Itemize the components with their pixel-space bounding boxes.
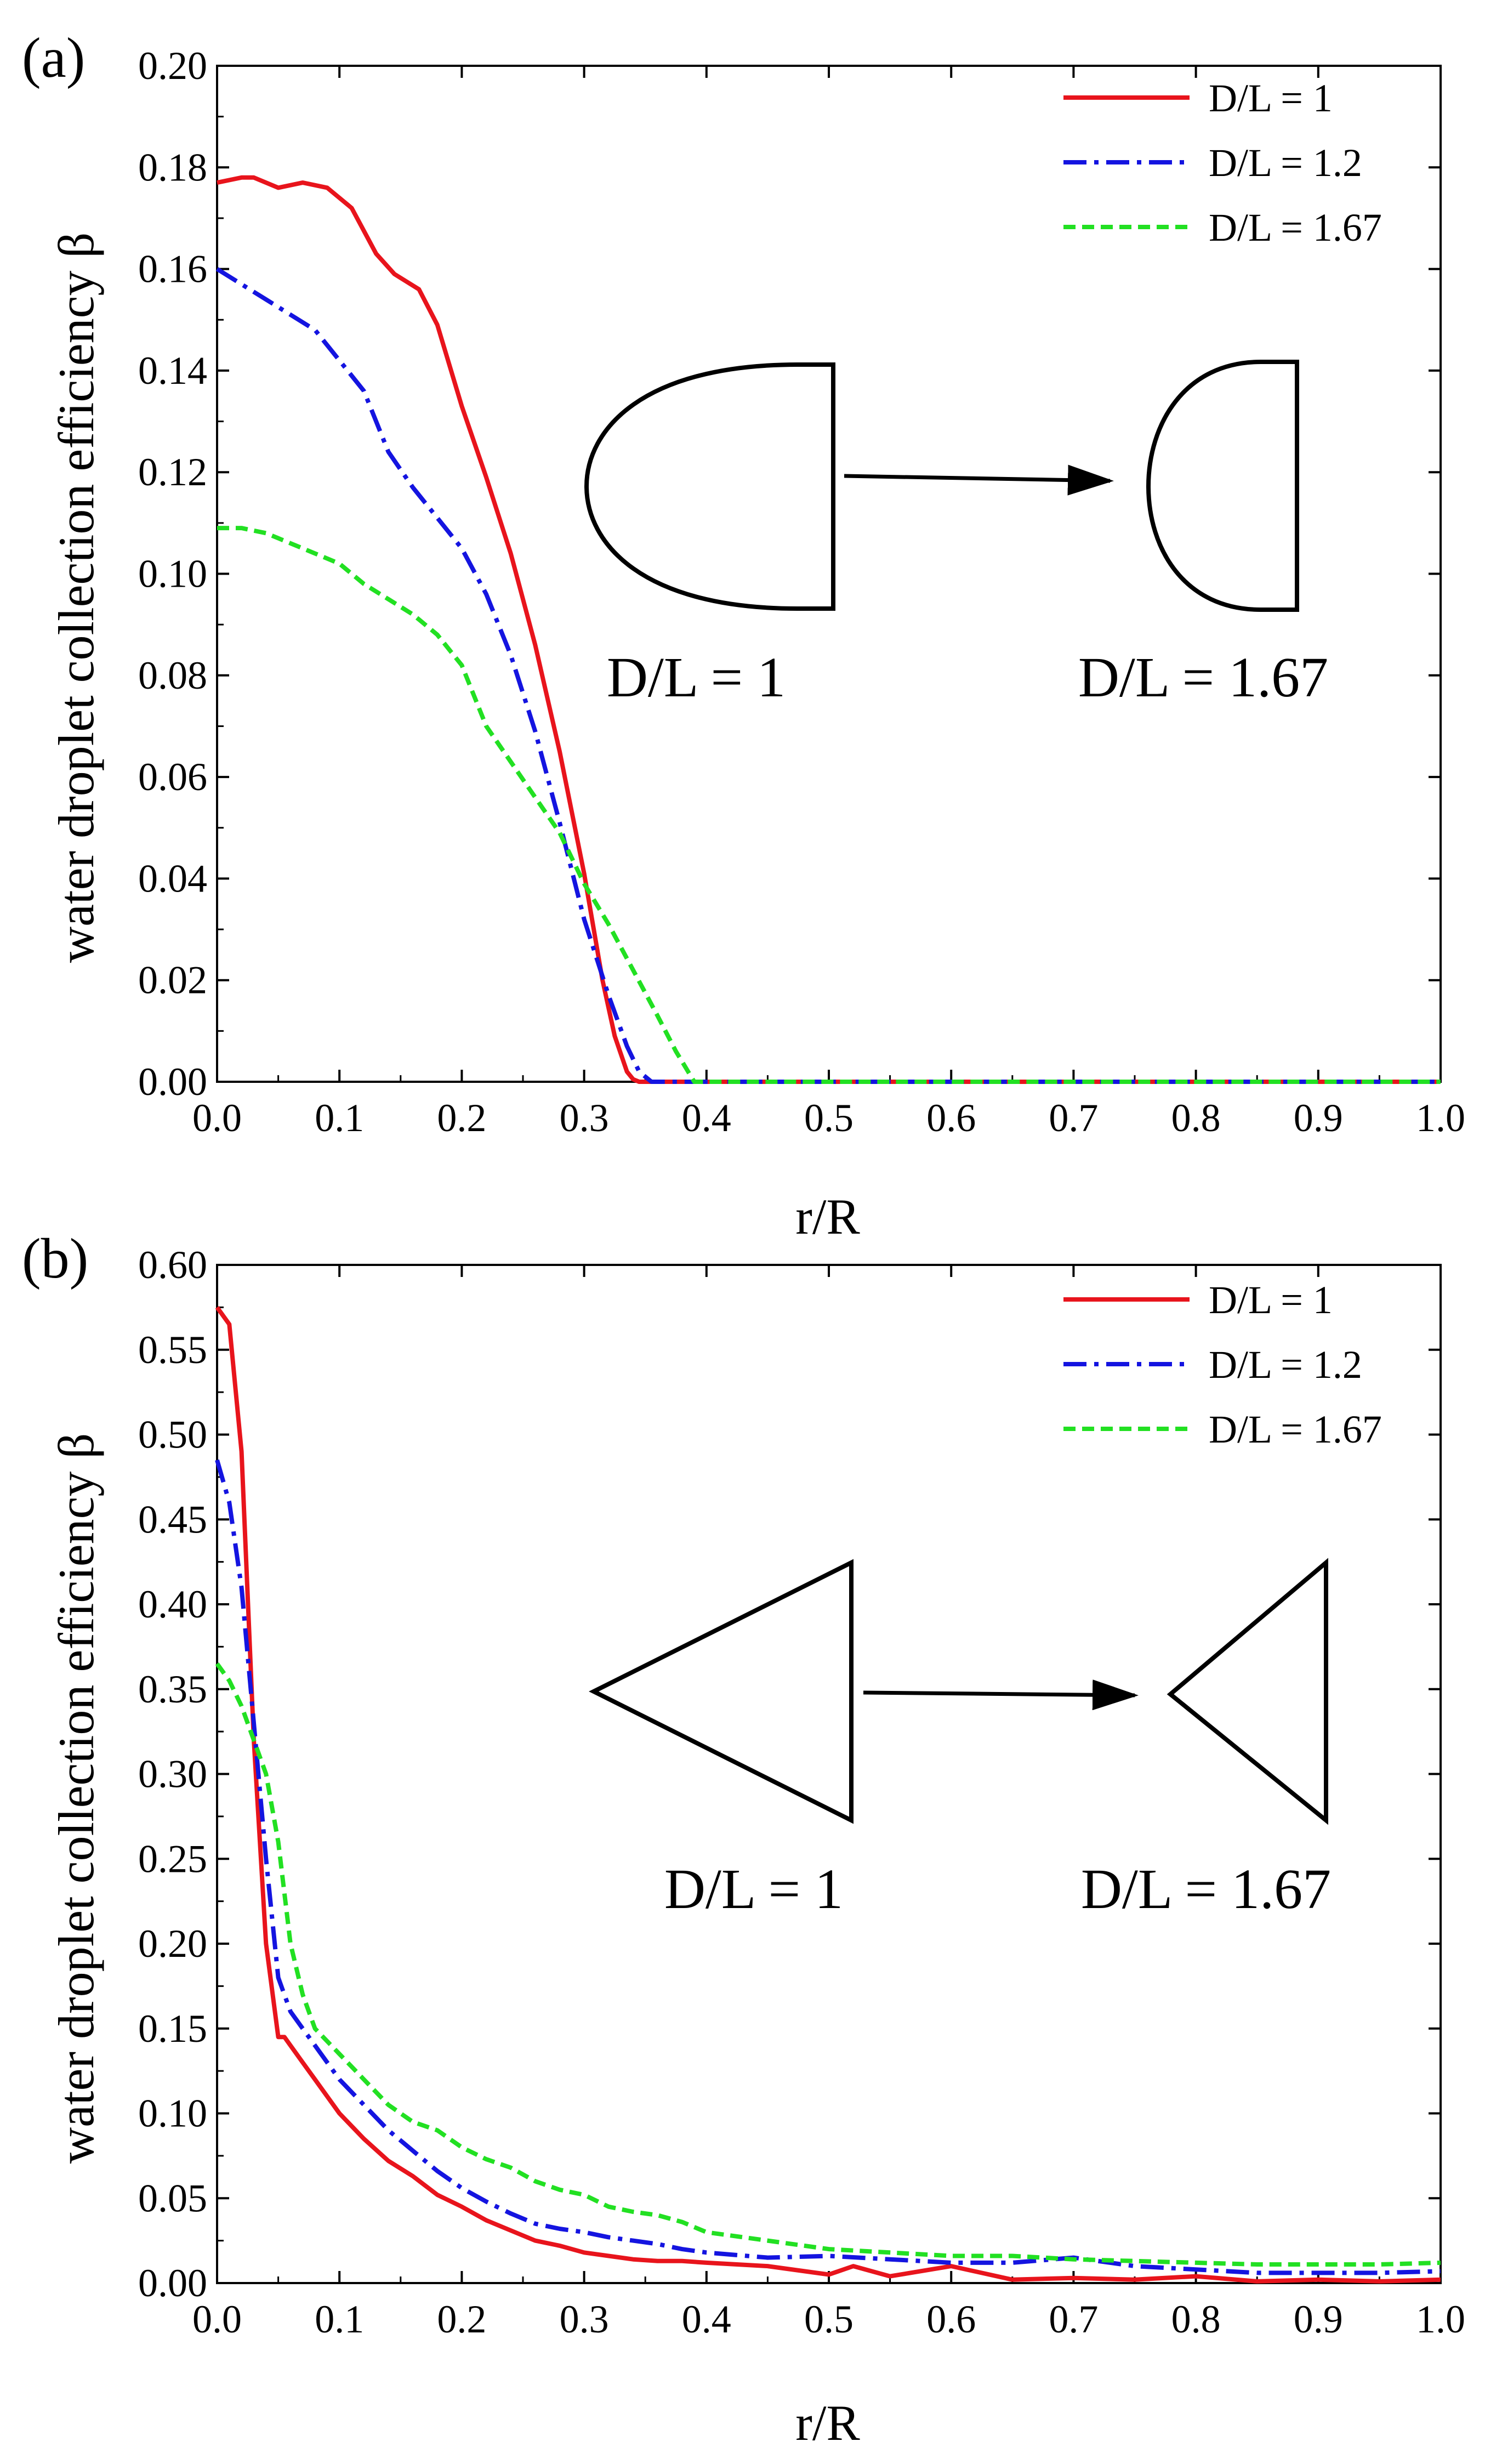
panel-label-b: (b) <box>22 1227 88 1290</box>
tick-labels-a: 0.0 0.1 0.2 0.3 0.4 0.5 0.6 0.7 0.8 0.9 1.0 0.00 0.0… <box>138 44 1465 1140</box>
series-line-b-3 <box>215 1662 1441 2267</box>
chart-panel-a: (a) water droplet collection efficiency … <box>22 26 1465 1245</box>
legend-label-b-1: D/L = 1 <box>1209 1278 1333 1322</box>
chart-panel-b: (b) water droplet collection efficiency … <box>22 1227 1465 2451</box>
x-tick-label-a: 0.8 <box>1171 1096 1221 1140</box>
y-tick-label-b: 0.10 <box>138 2092 207 2136</box>
tick-labels-b: 0.0 0.1 0.2 0.3 0.4 0.5 0.6 0.7 0.8 0.9 1.0 0.00 0.0… <box>138 1243 1465 2341</box>
y-tick-label-b: 0.05 <box>138 2176 207 2220</box>
x-tick-label-a: 1.0 <box>1416 1096 1465 1140</box>
series-line-b-1 <box>215 1306 1441 2284</box>
y-axis-title-b: water droplet collection efficiency β <box>48 1433 104 2164</box>
y-tick-label-b: 0.00 <box>138 2261 207 2305</box>
y-tick-label-b: 0.20 <box>138 1922 207 1966</box>
y-tick-label-b: 0.45 <box>138 1497 207 1541</box>
x-tick-label-a: 0.9 <box>1294 1096 1343 1140</box>
panel-label-a: (a) <box>22 26 85 89</box>
x-tick-label-b: 0.9 <box>1294 2297 1343 2341</box>
y-tick-label-b: 0.25 <box>138 1837 207 1881</box>
y-tick-label-b: 0.35 <box>138 1667 207 1711</box>
legend-a: D/L = 1 D/L = 1.2 D/L = 1.67 <box>1063 76 1382 249</box>
x-tick-label-a: 0.2 <box>437 1096 486 1140</box>
y-tick-label-a: 0.08 <box>138 654 207 697</box>
x-tick-label-a: 0.0 <box>192 1096 242 1140</box>
transform-arrow-b <box>863 1679 1139 1711</box>
inset-a: D/L = 1 D/L = 1.67 <box>584 360 1328 709</box>
x-tick-label-b: 0.3 <box>560 2297 609 2341</box>
y-tick-label-b: 0.60 <box>138 1243 207 1287</box>
x-tick-label-b: 0.0 <box>192 2297 242 2341</box>
series-b <box>215 1306 1441 2284</box>
series-line-a-1 <box>217 175 1441 1084</box>
y-tick-label-a: 0.16 <box>138 247 207 291</box>
shape-semi-ellipse-small <box>1146 360 1299 612</box>
inset-label-left-a: D/L = 1 <box>607 646 786 709</box>
inset-b: D/L = 1 D/L = 1.67 <box>589 1558 1331 1921</box>
x-tick-label-b: 0.6 <box>926 2297 976 2341</box>
x-tick-label-b: 0.8 <box>1171 2297 1221 2341</box>
series-a <box>215 175 1441 1084</box>
inset-label-right-a: D/L = 1.67 <box>1078 646 1328 709</box>
y-tick-label-b: 0.40 <box>138 1582 207 1626</box>
x-tick-label-a: 0.3 <box>560 1096 609 1140</box>
y-tick-label-b: 0.55 <box>138 1328 207 1372</box>
legend-label-a-1: D/L = 1 <box>1209 76 1333 120</box>
x-axis-title-a: r/R <box>795 1189 860 1245</box>
y-tick-label-a: 0.04 <box>138 856 207 900</box>
y-tick-label-a: 0.20 <box>138 44 207 88</box>
y-tick-label-a: 0.14 <box>138 349 207 393</box>
series-line-a-2 <box>215 267 1441 1084</box>
x-axis-title-b: r/R <box>795 2395 860 2451</box>
y-tick-label-a: 0.10 <box>138 552 207 596</box>
ticks-b <box>216 1264 1442 2284</box>
shape-triangle-small <box>1167 1558 1328 1825</box>
transform-arrow-a <box>844 464 1114 496</box>
legend-label-b-3: D/L = 1.67 <box>1209 1407 1382 1451</box>
shape-semi-ellipse-large <box>584 362 835 611</box>
x-tick-label-b: 0.7 <box>1049 2297 1098 2341</box>
x-tick-label-b: 1.0 <box>1416 2297 1465 2341</box>
legend-b: D/L = 1 D/L = 1.2 D/L = 1.67 <box>1063 1278 1382 1451</box>
legend-label-a-2: D/L = 1.2 <box>1209 141 1362 185</box>
shape-triangle-large <box>589 1559 854 1824</box>
y-tick-label-a: 0.02 <box>138 958 207 1002</box>
y-tick-label-b: 0.50 <box>138 1413 207 1457</box>
legend-label-b-2: D/L = 1.2 <box>1209 1343 1362 1387</box>
inset-label-right-b: D/L = 1.67 <box>1081 1858 1331 1921</box>
y-tick-label-b: 0.30 <box>138 1752 207 1796</box>
y-tick-label-b: 0.15 <box>138 2007 207 2051</box>
legend-label-a-3: D/L = 1.67 <box>1209 206 1382 249</box>
x-tick-label-a: 0.6 <box>926 1096 976 1140</box>
x-tick-label-a: 0.4 <box>682 1096 731 1140</box>
y-axis-title-a: water droplet collection efficiency β <box>48 232 104 963</box>
x-tick-label-b: 0.2 <box>437 2297 486 2341</box>
x-tick-label-a: 0.1 <box>315 1096 364 1140</box>
y-tick-label-a: 0.18 <box>138 145 207 189</box>
y-tick-label-a: 0.00 <box>138 1060 207 1104</box>
y-tick-label-a: 0.12 <box>138 450 207 494</box>
series-line-a-3 <box>217 526 1441 1084</box>
x-tick-label-a: 0.7 <box>1049 1096 1098 1140</box>
x-tick-label-b: 0.4 <box>682 2297 731 2341</box>
inset-label-left-b: D/L = 1 <box>664 1858 843 1921</box>
x-tick-label-b: 0.5 <box>804 2297 854 2341</box>
x-tick-label-a: 0.5 <box>804 1096 854 1140</box>
x-tick-label-b: 0.1 <box>315 2297 364 2341</box>
y-tick-label-a: 0.06 <box>138 755 207 799</box>
